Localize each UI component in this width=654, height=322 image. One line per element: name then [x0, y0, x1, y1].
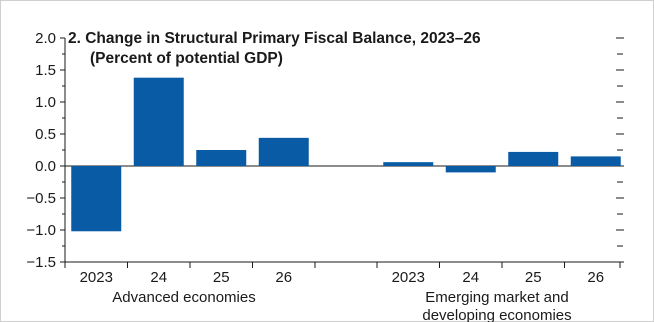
y-tick-label: 1.0: [35, 94, 56, 111]
bar-advanced-25: [196, 150, 247, 166]
x-tick-label: 25: [213, 269, 230, 286]
bar-advanced-2023: [71, 166, 122, 232]
bars: [71, 77, 621, 232]
group-label-emerging-line2: developing economies: [422, 307, 571, 322]
x-tick-label: 25: [525, 269, 542, 286]
bar-emerging-2023: [383, 162, 434, 166]
bar-emerging-24: [445, 166, 496, 173]
y-tick-label: 0.5: [35, 126, 56, 143]
group-label-emerging-line1: Emerging market and: [425, 289, 568, 306]
y-tick-label: −1.5: [26, 254, 56, 271]
chart-title: 2. Change in Structural Primary Fiscal B…: [68, 30, 481, 47]
y-axis-right: [616, 37, 624, 263]
bar-emerging-26: [570, 156, 621, 166]
x-tick-label: 2023: [80, 269, 113, 286]
x-tick-label: 26: [587, 269, 604, 286]
bar-advanced-26: [258, 137, 309, 166]
x-tick-label: 2023: [392, 269, 425, 286]
chart-subtitle: (Percent of potential GDP): [90, 50, 283, 67]
x-tick-label: 26: [275, 269, 292, 286]
group-label-advanced: Advanced economies: [112, 289, 255, 306]
x-axis: 2023 24 25 26 2023 24 25 26: [64, 261, 621, 286]
y-axis-left: 2.0 1.5 1.0 0.5 0.0 −0.5 −1.0 −1.5: [26, 30, 620, 271]
x-tick-label: 24: [462, 269, 479, 286]
y-tick-label: 0.0: [35, 158, 56, 175]
y-tick-label: −1.0: [26, 222, 56, 239]
bar-advanced-24: [133, 77, 184, 166]
bar-emerging-25: [508, 151, 559, 166]
x-tick-label: 24: [150, 269, 167, 286]
y-tick-label: −0.5: [26, 190, 56, 207]
y-tick-label: 1.5: [35, 62, 56, 79]
y-tick-label: 2.0: [35, 30, 56, 47]
